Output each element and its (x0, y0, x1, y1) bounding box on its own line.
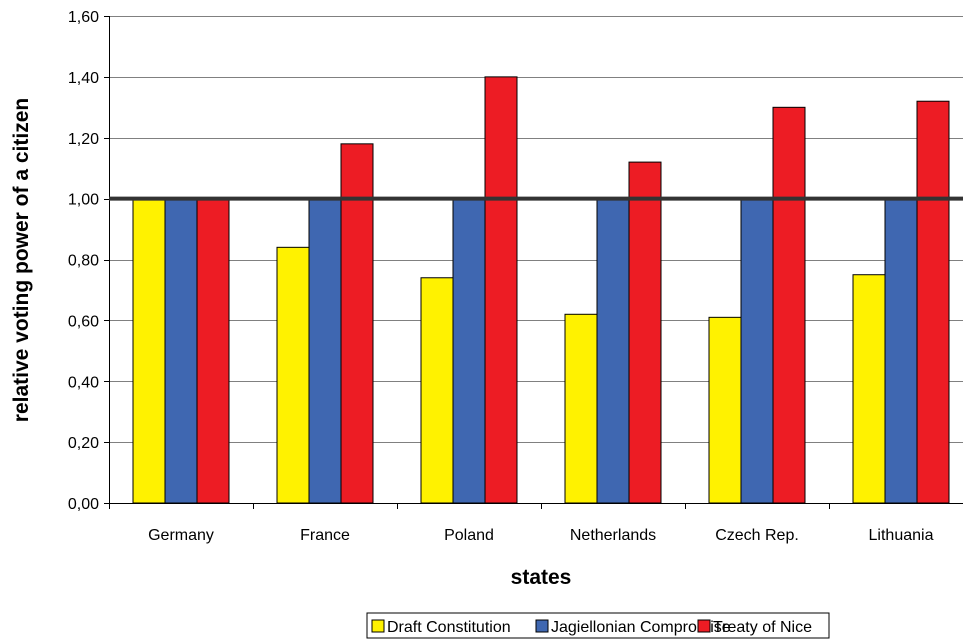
legend-label: Jagiellonian Compromise (551, 619, 731, 636)
bar-jagiellonian-compromise-germany (164, 198, 198, 504)
bars (132, 76, 950, 504)
bar-jagiellonian-compromise-france (308, 198, 342, 504)
legend-label: Treaty of Nice (713, 619, 812, 636)
y-tick-label: 1,40 (68, 70, 99, 87)
bar-jagiellonian-compromise-czech-rep- (740, 198, 774, 504)
bar-jagiellonian-compromise-netherlands (596, 198, 630, 504)
bar-treaty-of-nice-france (340, 143, 374, 504)
legend: Draft Constitution Jagiellonian Compromis… (366, 612, 830, 639)
y-tick-label: 1,60 (68, 9, 99, 26)
bar-treaty-of-nice-germany (196, 198, 230, 504)
y-tick-labels: 0,00 0,20 0,40 0,60 0,80 1,00 1,20 1,40 1,60 (68, 9, 99, 513)
bar-treaty-of-nice-netherlands (628, 161, 662, 504)
y-tick-label: 0,80 (68, 253, 99, 270)
x-tick-label: Poland (444, 527, 494, 544)
legend-swatch (697, 619, 711, 633)
x-tick-label: Germany (148, 527, 214, 544)
axes (104, 16, 963, 509)
bar-treaty-of-nice-poland (484, 76, 518, 504)
y-tick-label: 1,00 (68, 192, 99, 209)
x-tick-label: Czech Rep. (715, 527, 799, 544)
bar-draft-constitution-germany (132, 198, 166, 504)
y-axis-title: relative voting power of a citizen (10, 98, 33, 422)
x-tick-label: France (300, 527, 350, 544)
bar-treaty-of-nice-czech-rep- (772, 106, 806, 504)
bar-draft-constitution-poland (420, 277, 454, 504)
y-tick-label: 0,00 (68, 496, 99, 513)
bar-jagiellonian-compromise-poland (452, 198, 486, 504)
y-tick-label: 0,60 (68, 313, 99, 330)
legend-label: Draft Constitution (387, 619, 511, 636)
bar-jagiellonian-compromise-lithuania (884, 198, 918, 504)
y-tick-label: 1,20 (68, 131, 99, 148)
x-tick-label: Lithuania (869, 527, 934, 544)
x-tick-labels: Germany France Poland Netherlands Czech Rep.… (148, 527, 933, 544)
legend-swatch (535, 619, 549, 633)
gridlines (109, 16, 963, 504)
x-tick-label: Netherlands (570, 527, 656, 544)
bar-treaty-of-nice-lithuania (916, 100, 950, 504)
bar-draft-constitution-czech-rep- (708, 316, 742, 504)
x-axis-title: states (511, 566, 572, 589)
legend-border (366, 612, 830, 639)
bar-draft-constitution-netherlands (564, 313, 598, 504)
legend-swatch (371, 619, 385, 633)
bar-draft-constitution-lithuania (852, 274, 886, 504)
bar-draft-constitution-france (276, 246, 310, 504)
y-tick-label: 0,20 (68, 435, 99, 452)
y-tick-label: 0,40 (68, 374, 99, 391)
